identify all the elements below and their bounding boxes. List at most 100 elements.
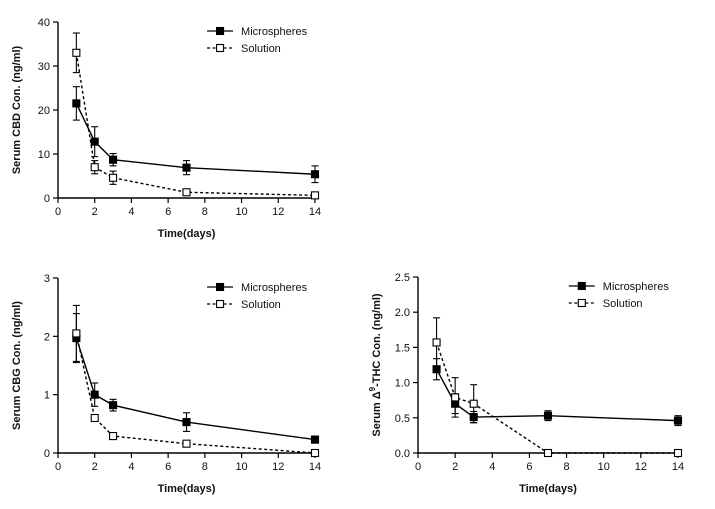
x-tick-label: 6 [165, 461, 171, 473]
data-point [451, 393, 460, 402]
y-tick-label: 20 [38, 105, 50, 117]
legend-item-solution: Solution [568, 298, 643, 310]
legend-marker [216, 43, 225, 53]
x-tick-label: 8 [202, 206, 208, 218]
x-tick-label: 0 [55, 461, 61, 473]
x-tick-label: 6 [165, 206, 171, 218]
data-point [90, 137, 99, 146]
series-line [75, 52, 316, 197]
chart-3: 0.0 0.5 1.0 1.5 2.0 2.5 0 2 4 6 8 10 12 14 Time(days) S… [368, 272, 684, 495]
x-tick-label: 0 [55, 206, 61, 218]
chart-1: 0 10 20 30 40 0 2 4 6 8 10 12 14 Time(days) Serum CBD … [11, 17, 321, 240]
data-point [543, 448, 553, 458]
x-axis-title: Time(days) [158, 228, 216, 240]
series-line [75, 337, 316, 441]
legend-item-solution: Solution [207, 299, 281, 311]
legend-marker [577, 298, 586, 308]
data-point [543, 411, 553, 420]
x-tick-label: 10 [235, 206, 247, 218]
legend-marker [216, 299, 225, 309]
y-axis-title: Serum Δ9-THC Con. (ng/ml) [368, 293, 383, 436]
data-point [310, 435, 320, 444]
legend-item-microspheres: Microspheres [207, 26, 308, 38]
data-point [72, 329, 81, 338]
legend-label: Solution [241, 299, 281, 311]
series-microspheres [72, 313, 320, 444]
x-tick-label: 8 [564, 461, 570, 473]
x-tick-label: 10 [598, 461, 610, 473]
series-microspheres [72, 86, 320, 184]
x-tick-label: 14 [309, 461, 321, 473]
series-microspheres [432, 358, 683, 427]
data-point [182, 418, 191, 427]
y-tick-label: 0 [44, 448, 50, 460]
series-solution [72, 32, 320, 200]
data-point [469, 399, 478, 408]
legend-label: Solution [241, 43, 281, 55]
x-tick-label: 10 [235, 461, 247, 473]
series-solution [72, 304, 320, 458]
legend-item-microspheres: Microspheres [207, 282, 308, 294]
x-tick-label: 14 [672, 461, 684, 473]
x-tick-label: 12 [272, 461, 284, 473]
legend: Microspheres Solution [207, 282, 308, 311]
y-tick-label: 1 [44, 390, 50, 402]
data-point [673, 416, 683, 425]
y-tick-label: 0 [44, 193, 50, 205]
x-tick-label: 4 [128, 206, 134, 218]
data-point [182, 163, 191, 172]
data-point [109, 155, 118, 164]
data-point [109, 173, 118, 182]
y-tick-label: 0.5 [395, 413, 410, 425]
data-point [90, 390, 99, 399]
x-tick-label: 14 [309, 206, 321, 218]
data-point [109, 432, 118, 441]
legend-label: Microspheres [241, 282, 308, 294]
data-point [109, 401, 118, 410]
data-point [310, 448, 320, 458]
y-tick-label: 2.0 [395, 307, 410, 319]
data-point [182, 439, 191, 448]
legend-label: Solution [603, 298, 643, 310]
series-line [435, 342, 678, 454]
y-tick-label: 0.0 [395, 448, 410, 460]
legend-marker [216, 282, 225, 292]
x-tick-label: 12 [635, 461, 647, 473]
data-point [310, 191, 320, 200]
y-axis-title-pre: Serum Δ [371, 391, 383, 436]
y-tick-label: 3 [44, 273, 50, 285]
data-point [310, 170, 320, 179]
y-axis-title: Serum CBD Con. (ng/ml) [11, 46, 23, 175]
series-line [435, 368, 679, 422]
x-tick-label: 6 [526, 461, 532, 473]
x-tick-label: 4 [489, 461, 495, 473]
y-axis-title-post: -THC Con. (ng/ml) [371, 293, 383, 387]
legend-marker [216, 26, 225, 36]
legend-item-microspheres: Microspheres [568, 281, 670, 293]
x-tick-label: 4 [128, 461, 134, 473]
y-tick-label: 10 [38, 149, 50, 161]
y-axis-title-sup: 9 [368, 386, 377, 391]
legend: Microspheres Solution [568, 281, 670, 310]
x-axis-title: Time(days) [158, 483, 216, 495]
y-tick-label: 40 [38, 17, 50, 29]
x-tick-label: 2 [452, 461, 458, 473]
legend-label: Microspheres [603, 281, 670, 293]
data-point [182, 188, 191, 197]
x-tick-label: 12 [272, 206, 284, 218]
x-tick-label: 8 [202, 461, 208, 473]
legend: Microspheres Solution [207, 26, 308, 55]
x-tick-label: 2 [92, 461, 98, 473]
data-point [432, 338, 441, 347]
data-point [673, 448, 683, 458]
legend-label: Microspheres [241, 26, 308, 38]
y-tick-label: 2 [44, 331, 50, 343]
y-axis-title: Serum CBG Con. (ng/ml) [11, 301, 23, 430]
data-point [90, 163, 99, 172]
legend-item-solution: Solution [207, 43, 281, 55]
y-tick-label: 30 [38, 61, 50, 73]
x-tick-label: 2 [92, 206, 98, 218]
y-tick-label: 1.5 [395, 342, 410, 354]
